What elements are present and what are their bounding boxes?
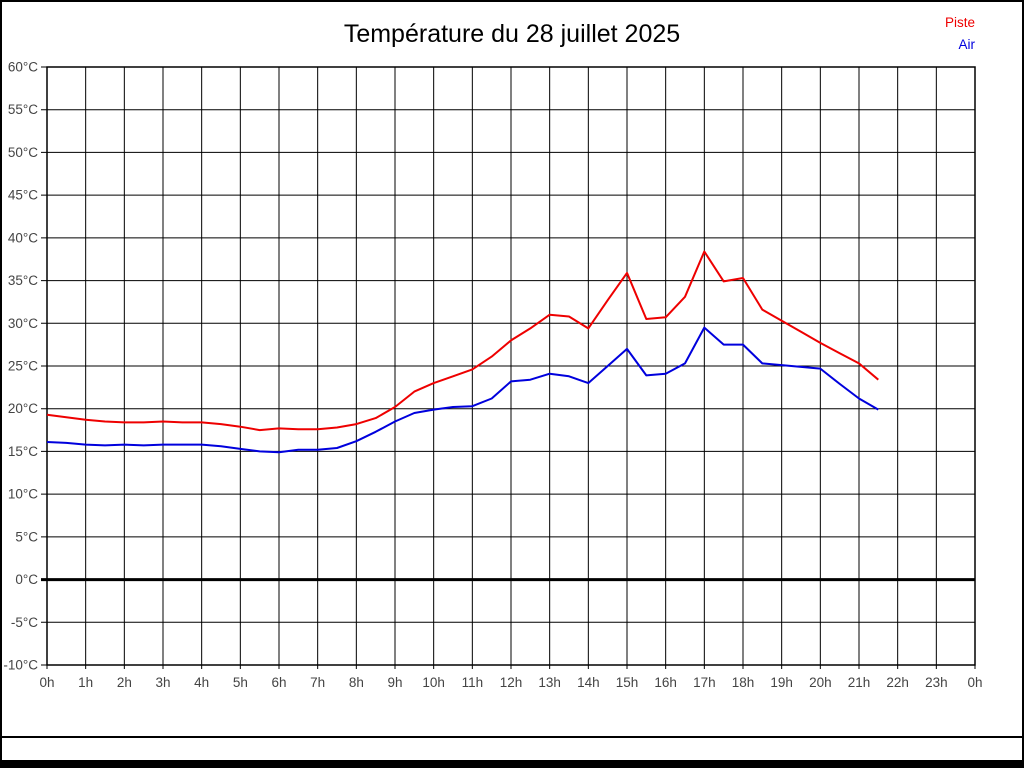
x-tick-label: 4h: [194, 675, 209, 690]
x-tick-label: 18h: [732, 675, 755, 690]
series-line-piste: [46, 250, 879, 432]
chart-svg: 0h 1h 2h 3h 4h 5h 6h 7h 8h 9h 10h 11h 12h 13h 14h 15h 16…: [3, 60, 982, 691]
y-tick-label: 5°C: [15, 529, 38, 544]
chart-title: Température du 28 juillet 2025: [343, 20, 681, 48]
y-tick-label: 55°C: [8, 102, 38, 117]
x-tick-label: 6h: [271, 675, 286, 690]
y-tick-label: 0°C: [15, 572, 38, 587]
x-tick-label: 3h: [155, 675, 170, 690]
x-tick-label: 16h: [654, 675, 677, 690]
legend-item-piste: Piste: [944, 15, 975, 30]
footer-divider-line: [2, 736, 1022, 738]
x-tick-label: 15h: [616, 675, 639, 690]
x-tick-label: 10h: [422, 675, 445, 690]
y-tick-label: 60°C: [8, 60, 38, 75]
plot-border: [46, 66, 976, 666]
x-tick-label: 0h: [39, 675, 54, 690]
y-tick-label: 30°C: [8, 316, 38, 331]
bottom-black-bar: [2, 760, 1022, 768]
x-tick-label: 19h: [770, 675, 793, 690]
x-tick-label: 17h: [693, 675, 716, 690]
x-tick-label: 0h: [967, 675, 982, 690]
y-tick-label: -10°C: [3, 658, 38, 673]
x-tick-label: 23h: [925, 675, 948, 690]
chart-legend: Piste Air: [945, 12, 975, 55]
y-tick-label: 50°C: [8, 145, 38, 160]
y-tick-label: -5°C: [11, 615, 38, 630]
x-tick-label: 7h: [310, 675, 325, 690]
y-tick-label: 35°C: [8, 273, 38, 288]
series-line-air: [46, 326, 879, 454]
x-tick-label: 2h: [117, 675, 132, 690]
y-tick-label: 45°C: [8, 188, 38, 203]
x-tick-label: 11h: [462, 675, 484, 690]
x-tick-label: 14h: [577, 675, 600, 690]
y-tick-label: 40°C: [8, 230, 38, 245]
x-tick-label: 21h: [848, 675, 871, 690]
y-tick-label: 20°C: [8, 401, 38, 416]
x-tick-label: 20h: [809, 675, 832, 690]
footer-strip: [2, 738, 1022, 760]
chart-area: 0h 1h 2h 3h 4h 5h 6h 7h 8h 9h 10h 11h 12h 13h 14h 15h 16…: [2, 2, 1022, 736]
y-tick-label: 25°C: [8, 359, 38, 374]
x-tick-label: 9h: [387, 675, 402, 690]
x-tick-label: 8h: [349, 675, 364, 690]
y-tick-label: 15°C: [8, 444, 38, 459]
x-tick-label: 22h: [886, 675, 909, 690]
x-tick-label: 12h: [500, 675, 523, 690]
legend-item-air: Air: [958, 36, 976, 52]
x-tick-label: 5h: [233, 675, 248, 690]
x-tick-label: 1h: [78, 675, 93, 690]
x-tick-label: 13h: [538, 675, 561, 690]
y-tick-label: 10°C: [8, 487, 38, 502]
